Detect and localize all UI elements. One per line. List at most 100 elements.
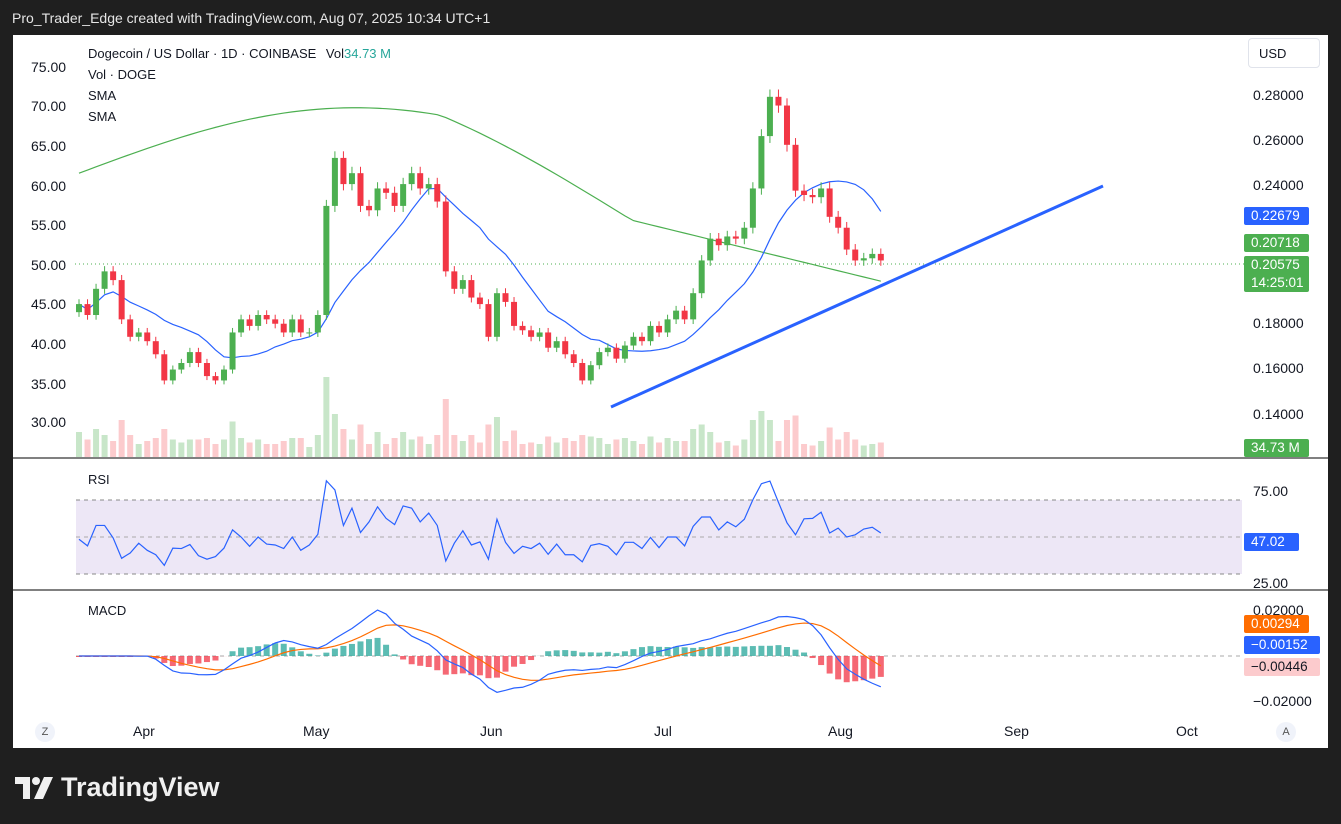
candle-body xyxy=(84,304,91,315)
macd-hist-bar xyxy=(860,656,867,681)
macd-title[interactable]: MACD xyxy=(88,603,127,618)
volume-bar xyxy=(340,429,347,457)
volume-bar xyxy=(783,420,790,457)
candle-body xyxy=(826,188,833,217)
candle-body xyxy=(647,325,654,342)
legend-title[interactable]: Dogecoin / US Dollar · 1D · COINBASE Vol… xyxy=(88,46,391,61)
rsi-band xyxy=(76,500,1242,574)
volume-bar xyxy=(621,438,628,457)
macd-hist-bar xyxy=(203,656,210,663)
candle-body xyxy=(724,236,731,246)
macd-hist-badge: −0.00446 xyxy=(1244,658,1320,676)
macd-hist-bar xyxy=(596,652,603,656)
volume-bar xyxy=(596,438,603,457)
sma-slow-badge: 0.20718 xyxy=(1244,234,1309,252)
volume-bar xyxy=(775,441,782,457)
candle-body xyxy=(314,315,321,333)
macd-hist-bar xyxy=(229,651,236,656)
volume-bar xyxy=(238,438,245,457)
currency-button[interactable]: USD xyxy=(1248,38,1320,68)
candle-body xyxy=(698,260,705,294)
macd-hist-bar xyxy=(391,654,398,656)
macd-hist-bar xyxy=(519,656,526,664)
candle-body xyxy=(203,363,210,377)
candle-body xyxy=(366,205,373,211)
candle-body xyxy=(135,332,142,337)
macd-hist-bar xyxy=(545,651,552,656)
candle-body xyxy=(442,201,449,272)
macd-hist-bar xyxy=(775,645,782,656)
volume-bar xyxy=(127,435,134,457)
macd-hist-bar xyxy=(809,656,816,659)
chart-panel[interactable]: Dogecoin / US Dollar · 1D · COINBASE Vol… xyxy=(13,35,1328,748)
candle-body xyxy=(638,336,645,342)
candle-body xyxy=(630,336,637,346)
volume-bar xyxy=(493,417,500,457)
volume-bar xyxy=(749,420,756,457)
macd-hist-bar xyxy=(732,646,739,656)
macd-hist-bar xyxy=(476,656,483,676)
auto-scale-z-button[interactable]: Z xyxy=(35,722,55,742)
volume-bar xyxy=(161,429,168,457)
legend-sma-1[interactable]: SMA xyxy=(88,88,117,103)
legend-volume-indicator[interactable]: Vol · DOGE xyxy=(88,67,156,82)
candle-body xyxy=(690,293,697,320)
rsi-title[interactable]: RSI xyxy=(88,472,110,487)
volume-bar xyxy=(246,442,253,457)
volume-bar xyxy=(135,444,142,457)
candle-body xyxy=(613,347,620,359)
candle-body xyxy=(306,332,313,334)
volume-bar xyxy=(280,441,287,457)
candle-body xyxy=(229,332,236,370)
volume-bar xyxy=(306,447,313,457)
macd-hist-bar xyxy=(280,643,287,656)
volume-bar xyxy=(118,420,125,457)
auto-scale-a-button[interactable]: A xyxy=(1276,722,1296,742)
x-axis-label: Sep xyxy=(1004,723,1029,739)
candle-body xyxy=(246,319,253,326)
volume-badge: 34.73 M xyxy=(1244,439,1309,457)
right-axis-label: 0.28000 xyxy=(1253,87,1304,103)
volume-bar xyxy=(604,444,611,457)
header-attribution: Pro_Trader_Edge created with TradingView… xyxy=(12,10,491,26)
candle-body xyxy=(391,192,398,206)
macd-hist-bar xyxy=(613,653,620,656)
x-axis-label: Jul xyxy=(654,723,672,739)
macd-hist-bar xyxy=(246,647,253,656)
macd-hist-bar xyxy=(741,646,748,656)
volume-bar xyxy=(255,439,262,457)
candle-body xyxy=(348,173,355,185)
macd-hist-bar xyxy=(442,656,449,675)
volume-bar xyxy=(511,430,518,457)
candle-body xyxy=(263,315,270,320)
legend-sma-2[interactable]: SMA xyxy=(88,109,117,124)
macd-hist-bar xyxy=(340,645,347,656)
volume-bar xyxy=(741,439,748,457)
volume-bar xyxy=(391,438,398,457)
volume-bar xyxy=(76,432,82,457)
left-axis-label: 35.00 xyxy=(31,376,67,392)
left-axis-label: 45.00 xyxy=(31,296,67,312)
macd-hist-bar xyxy=(357,641,364,656)
macd-hist-bar xyxy=(459,656,466,674)
volume-bar xyxy=(630,441,637,457)
price-badge: 0.20575 14:25:01 xyxy=(1244,256,1309,292)
macd-hist-bar xyxy=(835,656,842,680)
chart-canvas[interactable] xyxy=(13,35,1328,748)
candle-body xyxy=(238,319,245,333)
macd-hist-bar xyxy=(314,655,321,656)
macd-hist-bar xyxy=(630,649,637,656)
candle-body xyxy=(621,345,628,359)
volume-bar xyxy=(647,436,654,457)
left-axis-label: 50.00 xyxy=(31,257,67,273)
volume-bar xyxy=(263,444,270,457)
volume-bar xyxy=(877,442,884,457)
macd-hist-bar xyxy=(400,656,407,660)
volume-bar xyxy=(400,432,407,457)
candle-body xyxy=(476,297,483,305)
candle-body xyxy=(255,315,262,326)
candle-body xyxy=(374,188,381,211)
macd-hist-bar xyxy=(638,647,645,656)
volume-bar xyxy=(144,441,151,457)
candle-body xyxy=(792,144,799,191)
